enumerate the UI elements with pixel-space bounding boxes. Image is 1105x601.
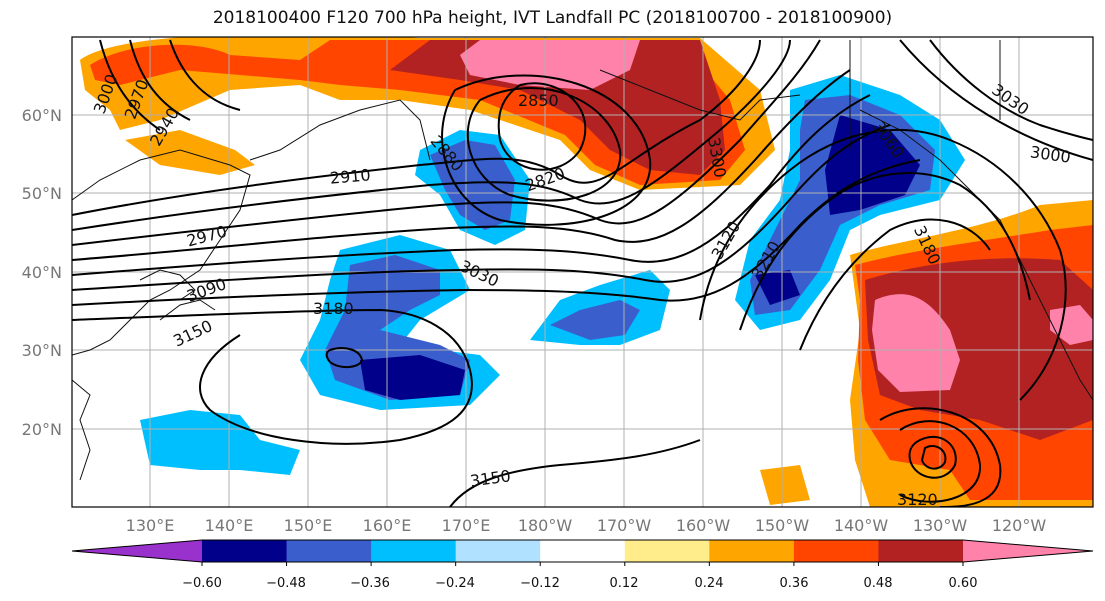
colorbar-tick-label: 0.12 [610, 576, 639, 591]
colorbar-tick-label: 0.48 [864, 576, 893, 591]
contour-label: 3180 [313, 299, 354, 318]
lon-label: 130°E [126, 516, 175, 535]
contour-label: 3120 [897, 490, 938, 509]
lon-label: 150°W [755, 516, 810, 535]
colorbar-ticks: −0.60 −0.48 −0.36 −0.24 −0.12 0.12 0.24 … [182, 576, 977, 591]
negative-anomaly-west-light [140, 410, 300, 475]
height-contours [72, 39, 1093, 507]
positive-anomaly-alaska-pink [460, 40, 640, 90]
colorbar-segment [371, 540, 457, 562]
colorbar-segment [624, 540, 710, 562]
lon-label: 120°W [992, 516, 1047, 535]
lon-label: 150°E [284, 516, 333, 535]
contour-label: 2910 [329, 165, 371, 187]
lon-label: 170°E [442, 516, 491, 535]
colorbar-segment [793, 540, 879, 562]
lon-label: 160°W [676, 516, 731, 535]
lon-label: 160°E [363, 516, 412, 535]
colorbar-segment [709, 540, 795, 562]
negative-anomaly-east-navy-2 [755, 270, 800, 305]
colorbar-segment [286, 540, 372, 562]
positive-anomaly-small-orange [760, 465, 810, 505]
colorbar [71, 539, 1094, 566]
lon-label: 170°W [597, 516, 652, 535]
lon-label: 130°W [913, 516, 968, 535]
colorbar-segment [455, 540, 541, 562]
colorbar-tick-label: −0.48 [266, 576, 306, 591]
lon-label: 180°W [518, 516, 573, 535]
lon-label: 140°W [834, 516, 889, 535]
lat-label: 30°N [22, 341, 62, 360]
colorbar-extend-max [963, 540, 1093, 562]
colorbar-tick-label: −0.60 [182, 576, 222, 591]
lat-label: 20°N [22, 420, 62, 439]
contour-label: 2850 [518, 91, 559, 110]
lat-label: 60°N [22, 106, 62, 125]
colorbar-tick-label: −0.36 [350, 576, 390, 591]
colorbar-segment [878, 540, 964, 562]
colorbar-tick-label: 0.36 [780, 576, 809, 591]
latitude-labels: 60°N 50°N 40°N 30°N 20°N [22, 106, 62, 439]
lat-label: 50°N [22, 184, 62, 203]
colorbar-tick-label: −0.24 [435, 576, 475, 591]
lat-label: 40°N [22, 263, 62, 282]
negative-anomaly-central-navy [360, 355, 465, 400]
positive-anomaly-east-pink [872, 294, 960, 392]
colorbar-tick-label: 0.60 [949, 576, 978, 591]
ivt-shading [80, 37, 1093, 507]
colorbar-segment [202, 540, 288, 562]
figure-title: 2018100400 F120 700 hPa height, IVT Land… [212, 8, 893, 28]
map-frame [71, 36, 1094, 508]
negative-anomaly-gulf-blue [550, 300, 640, 340]
positive-anomaly-east-pink-2 [1050, 305, 1093, 345]
lon-label: 140°E [205, 516, 254, 535]
colorbar-tick-label: 0.24 [695, 576, 724, 591]
colorbar-segment [540, 540, 626, 562]
colorbar-tick-label: −0.12 [520, 576, 560, 591]
colorbar-extend-min [72, 540, 202, 562]
negative-anomaly-east-navy [825, 115, 920, 215]
longitude-labels: 130°E 140°E 150°E 160°E 170°E 180°W 170°… [126, 516, 1047, 535]
